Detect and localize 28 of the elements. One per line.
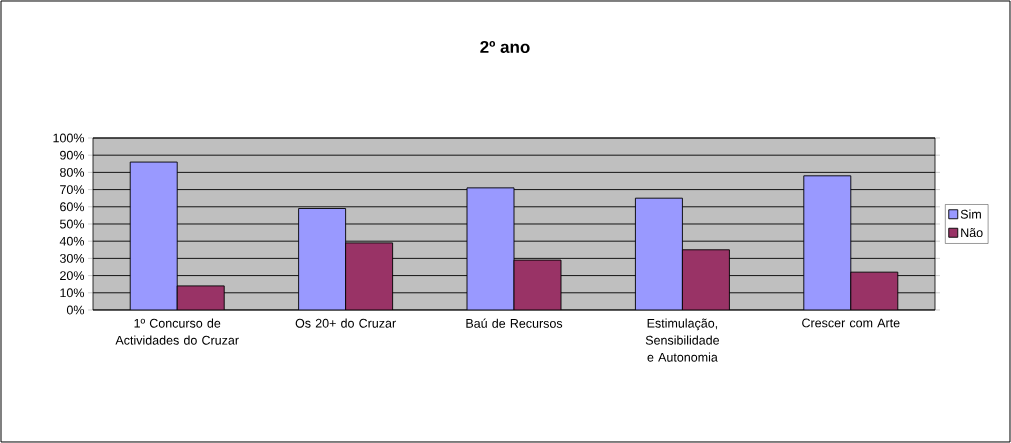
y-tick-label: 90% xyxy=(60,150,85,160)
x-tick-label: Os 20+ do Cruzar xyxy=(295,318,396,328)
x-tick-label: Crescer com Arte xyxy=(802,318,900,328)
y-tick-label: 60% xyxy=(60,202,85,212)
bar xyxy=(803,175,852,310)
x-tick-label: 1º Concurso de Actividades do Cruzar xyxy=(115,318,239,345)
y-tick-label: 70% xyxy=(60,185,85,195)
bar xyxy=(513,259,562,310)
bar xyxy=(345,242,394,310)
bar xyxy=(298,208,347,310)
bar xyxy=(850,271,899,310)
x-tick-label: Baú de Recursos xyxy=(466,318,563,328)
bar xyxy=(634,197,683,310)
y-tick-label: 100% xyxy=(53,133,85,143)
y-tick-label: 50% xyxy=(59,219,85,229)
y-tick-label: 10% xyxy=(60,288,85,298)
x-tick-label: Estimulação, Sensibilidade e Autonomia xyxy=(645,318,720,362)
bar xyxy=(129,161,178,310)
legend-label: Sim xyxy=(960,209,981,219)
y-tick-label: 80% xyxy=(60,167,85,177)
legend-label: Não xyxy=(961,228,983,238)
y-tick-label: 0% xyxy=(66,305,85,315)
bar xyxy=(681,249,730,310)
y-tick-label: 40% xyxy=(59,236,85,246)
y-tick-label: 30% xyxy=(59,253,85,263)
bar xyxy=(466,187,515,310)
y-tick-label: 20% xyxy=(60,271,85,281)
chart-title: 2º ano xyxy=(480,40,530,54)
